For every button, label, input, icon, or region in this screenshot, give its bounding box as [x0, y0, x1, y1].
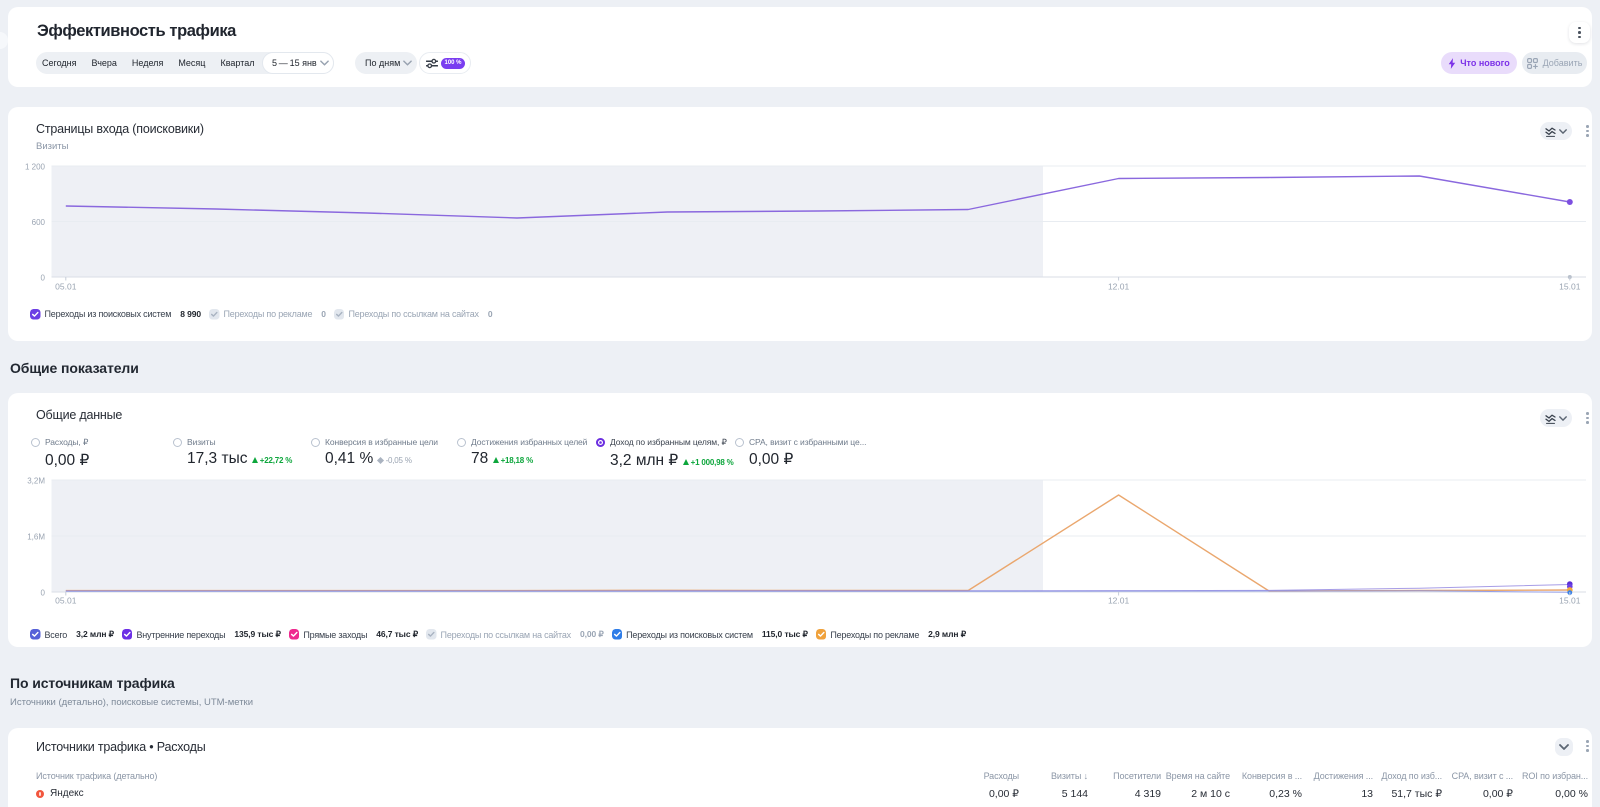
svg-text:0: 0	[41, 274, 46, 283]
svg-text:12.01: 12.01	[1108, 596, 1130, 606]
svg-text:12.01: 12.01	[1108, 282, 1130, 292]
svg-text:0: 0	[41, 589, 46, 598]
svg-text:15.01: 15.01	[1559, 596, 1581, 606]
svg-text:05.01: 05.01	[55, 596, 77, 606]
svg-text:1 200: 1 200	[25, 163, 46, 172]
svg-text:3,2M: 3,2M	[27, 477, 45, 486]
svg-text:600: 600	[32, 218, 46, 227]
svg-text:1,6M: 1,6M	[27, 533, 45, 542]
svg-text:05.01: 05.01	[55, 282, 77, 292]
svg-text:15.01: 15.01	[1559, 282, 1581, 292]
